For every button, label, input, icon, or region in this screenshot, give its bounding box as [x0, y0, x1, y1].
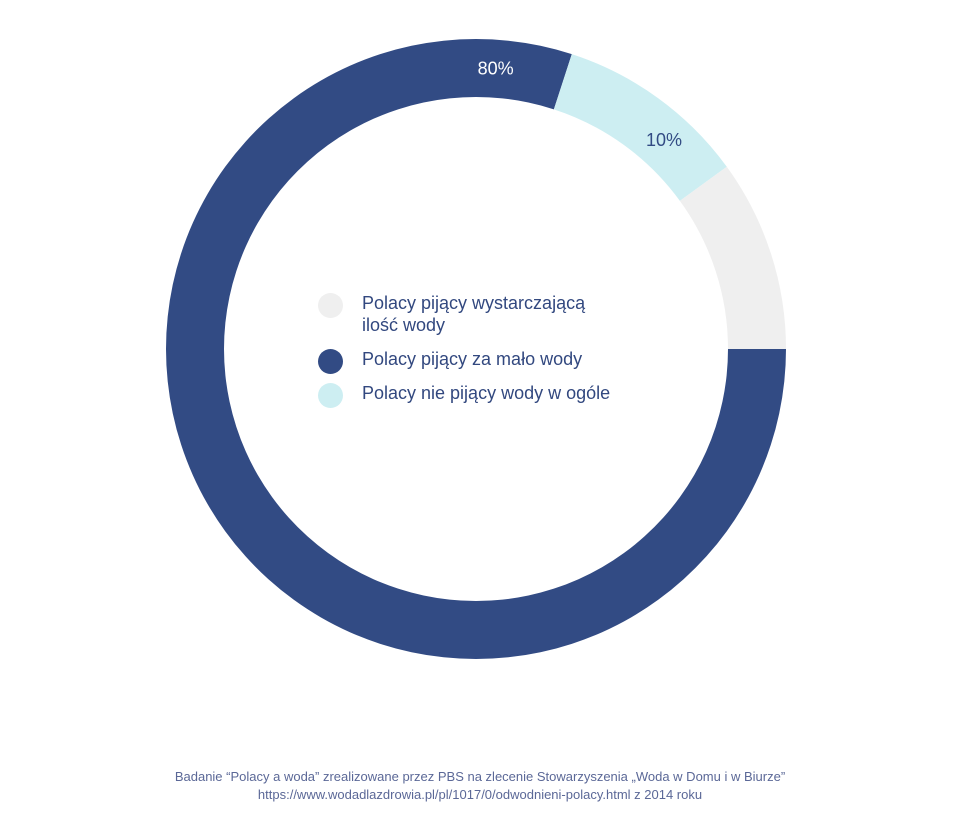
legend-swatch-too-little [318, 349, 343, 374]
legend-item-none: Polacy nie pijący wody w ogóle [318, 382, 678, 408]
donut-data-labels: 80% 10% [478, 59, 682, 150]
legend-swatch-none [318, 383, 343, 408]
legend-item-too-little: Polacy pijący za mało wody [318, 348, 678, 374]
slice-sufficient [679, 166, 786, 349]
legend-swatch-sufficient [318, 293, 343, 318]
source-footnote-line-1: Badanie “Polacy a woda” zrealizowane prz… [174, 769, 786, 784]
legend-label-none: Polacy nie pijący wody w ogóle [362, 383, 611, 403]
legend-label-too-little: Polacy pijący za mało wody [362, 349, 583, 369]
chart-legend: Polacy pijący wystarczającą ilość wody P… [318, 292, 678, 416]
slice-none [553, 54, 727, 201]
legend-label-sufficient: Polacy pijący wystarczającą ilość wody [362, 293, 586, 335]
legend-item-sufficient: Polacy pijący wystarczającą ilość wody [318, 292, 678, 336]
data-label-too-little: 80% [478, 59, 514, 79]
source-footnote-url: https://www.wodadlazdrowia.pl/pl/1017/0/… [257, 787, 703, 802]
donut-slices [165, 39, 786, 660]
data-label-none: 10% [646, 130, 682, 150]
source-footnote: Badanie “Polacy a woda” zrealizowane prz… [0, 768, 960, 804]
